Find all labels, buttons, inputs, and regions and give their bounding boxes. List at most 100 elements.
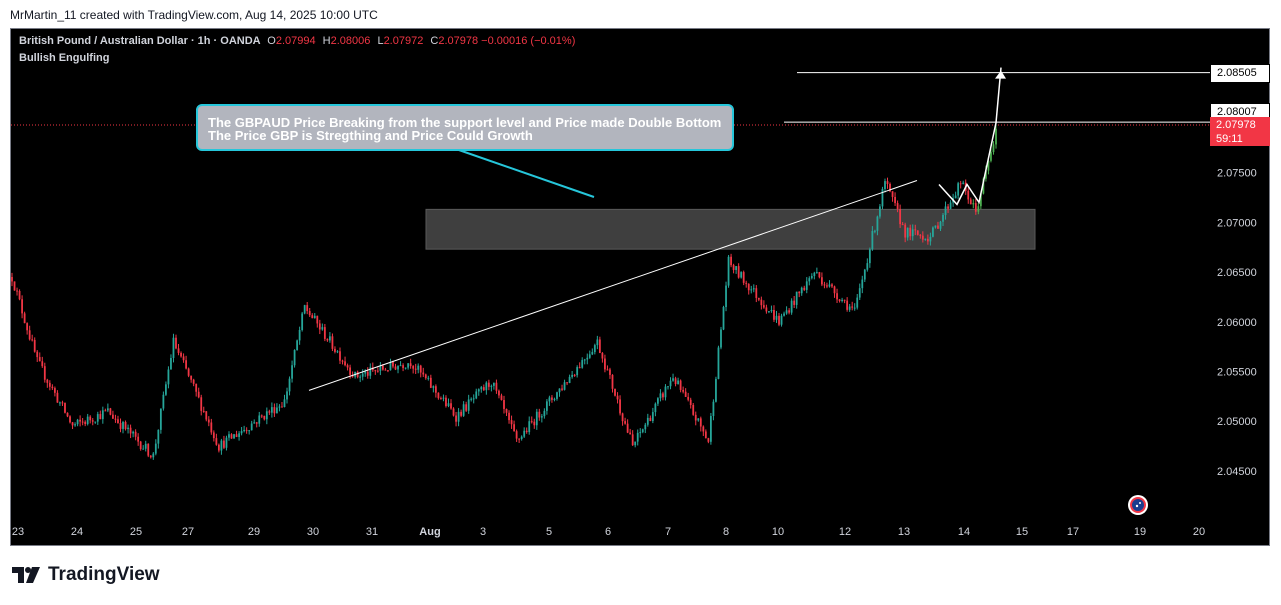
candle-body — [566, 382, 568, 384]
candle-body — [732, 265, 735, 271]
candle-body — [159, 408, 162, 430]
candle-body — [752, 288, 755, 290]
candle-body — [533, 421, 536, 426]
candle-body — [899, 208, 902, 225]
candle-body — [498, 390, 500, 396]
candle-body — [861, 279, 864, 289]
candle-body — [694, 414, 697, 421]
candle-body — [462, 404, 465, 416]
candle-body — [775, 315, 778, 320]
candle-body — [321, 327, 324, 330]
candle-body — [336, 351, 339, 353]
last-price-value: 2.07978 — [1216, 119, 1256, 132]
y-tick-label: 2.05000 — [1217, 416, 1257, 428]
candle-body — [932, 227, 934, 237]
candle-body — [74, 424, 76, 426]
candle-body — [129, 427, 132, 434]
candle-body — [207, 419, 210, 423]
candle-body — [985, 170, 987, 179]
candle-body — [679, 380, 682, 390]
candle-body — [487, 382, 490, 387]
candle-body — [987, 160, 990, 171]
tradingview-logo-icon — [12, 567, 40, 583]
candle-body — [170, 357, 172, 370]
candle-body — [805, 281, 808, 290]
candle-body — [417, 365, 420, 370]
candle-body — [540, 416, 543, 418]
candle-body — [995, 128, 997, 145]
candle-body — [783, 313, 785, 316]
candle-body — [750, 289, 753, 291]
candle-body — [823, 284, 826, 286]
candle-body — [992, 144, 995, 153]
candle-body — [56, 392, 59, 403]
chart-frame[interactable]: 2.07500 2.07000 2.06500 2.06000 2.05500 2.050… — [10, 28, 1270, 546]
annotation-pointer — [455, 148, 595, 198]
candle-body — [891, 191, 894, 197]
candle-body — [942, 214, 944, 222]
annotation-box[interactable]: The GBPAUD Price Breaking from the suppo… — [196, 104, 734, 151]
indicator-label[interactable]: Bullish Engulfing — [19, 52, 110, 64]
candle-body — [326, 338, 329, 341]
candle-body — [434, 386, 437, 393]
chart-svg[interactable]: 2.07500 2.07000 2.06500 2.06000 2.05500 2.050… — [11, 29, 1269, 545]
candle-body — [81, 421, 84, 423]
last-price-tag: 2.07978 59:11 — [1210, 117, 1270, 147]
tradingview-logo[interactable]: TradingView — [12, 563, 160, 587]
candle-body — [848, 306, 851, 310]
candle-body — [798, 291, 801, 294]
candle-body — [470, 398, 473, 400]
candles — [11, 124, 997, 460]
candle-body — [770, 309, 773, 312]
candle-body — [485, 382, 488, 391]
candle-body — [33, 339, 36, 352]
candle-body — [735, 266, 738, 271]
candle-body — [778, 315, 780, 325]
candle-body — [717, 347, 720, 379]
x-tick-label: 19 — [1134, 526, 1146, 538]
candle-body — [230, 434, 233, 439]
x-tick-label: 29 — [248, 526, 260, 538]
candle-body — [205, 411, 208, 420]
candle-body — [573, 374, 576, 376]
candle-body — [144, 443, 147, 449]
candle-body — [621, 413, 624, 422]
chart-legend: British Pound / Australian Dollar · 1h ·… — [19, 35, 575, 47]
candle-body — [283, 399, 286, 408]
candle-body — [553, 398, 556, 400]
candle-body — [89, 416, 92, 421]
candle-body — [157, 429, 160, 444]
candle-body — [677, 380, 679, 385]
candle-body — [873, 230, 876, 232]
candle-body — [139, 441, 142, 450]
candle-body — [611, 374, 614, 389]
x-tick-label: 30 — [307, 526, 319, 538]
candle-body — [551, 397, 553, 400]
candle-body — [604, 358, 606, 370]
candle-body — [926, 238, 929, 242]
candle-body — [863, 269, 866, 280]
candle-body — [813, 272, 816, 277]
candle-body — [742, 272, 745, 283]
x-tick-label: 13 — [898, 526, 910, 538]
candle-body — [361, 373, 364, 377]
candle-body — [651, 412, 654, 422]
candle-body — [250, 423, 253, 431]
candle-body — [334, 348, 336, 352]
candle-body — [177, 348, 180, 353]
candle-body — [682, 389, 685, 392]
candle-body — [631, 434, 634, 446]
candle-body — [747, 283, 750, 291]
candle-body — [959, 183, 962, 185]
candle-body — [662, 393, 664, 398]
candle-body — [644, 424, 647, 430]
candle-body — [369, 367, 372, 376]
candle-body — [149, 455, 152, 458]
candle-body — [180, 352, 182, 357]
candle-body — [715, 378, 717, 402]
close-value: 2.07978 — [438, 35, 479, 47]
candle-body — [210, 422, 213, 433]
candle-body — [475, 391, 478, 399]
candle-body — [359, 376, 362, 378]
candle-body — [197, 391, 200, 398]
